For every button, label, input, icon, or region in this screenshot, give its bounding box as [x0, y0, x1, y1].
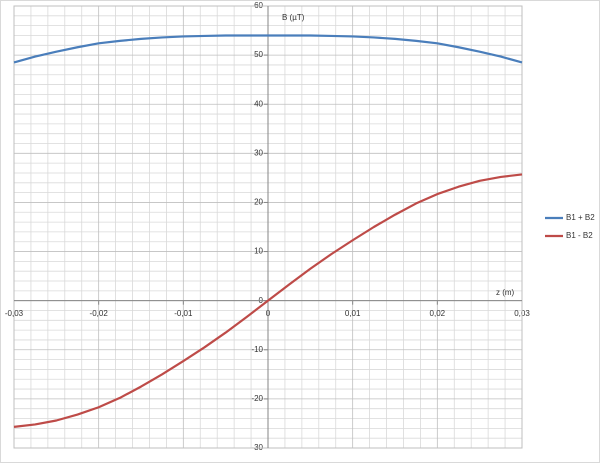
y-tick-label: -20 — [251, 394, 263, 403]
x-tick-label: 0,01 — [345, 309, 361, 318]
series-line — [13, 173, 523, 428]
y-axis-title: B (µT) — [282, 13, 305, 22]
y-tick-label: 20 — [254, 198, 263, 207]
x-tick-label: -0,01 — [174, 309, 193, 318]
x-axis-title: z (m) — [496, 288, 515, 297]
x-tick-label: -0,02 — [90, 309, 109, 318]
y-tick-label: -10 — [251, 345, 263, 354]
series-line — [13, 34, 523, 64]
y-tick-label: 10 — [254, 247, 263, 256]
y-tick-label: 40 — [254, 99, 263, 108]
x-tick-label: 0,02 — [430, 309, 446, 318]
legend-label: B1 - B2 — [566, 231, 593, 240]
legend-label: B1 + B2 — [566, 213, 595, 222]
y-tick-label: 50 — [254, 50, 263, 59]
y-tick-label: 30 — [254, 148, 263, 157]
